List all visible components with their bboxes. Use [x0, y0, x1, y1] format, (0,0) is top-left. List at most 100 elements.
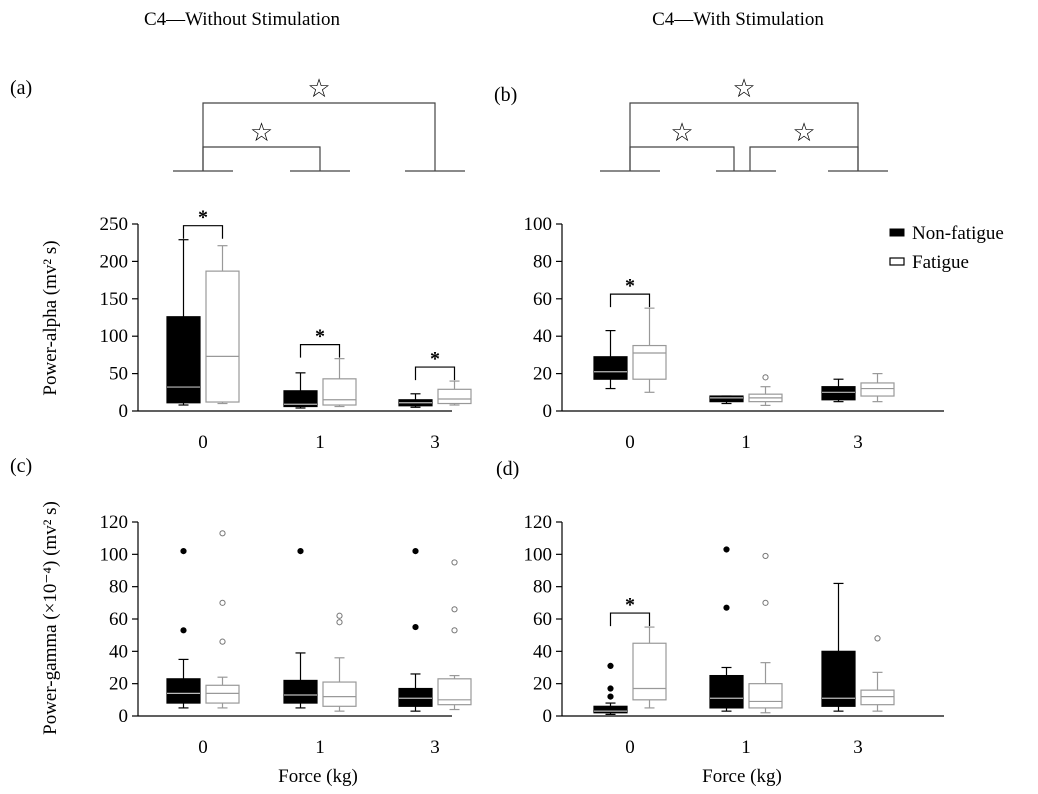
legend-label-fatigue: Fatigue — [912, 252, 969, 273]
nonfatigue-box-0 — [166, 548, 201, 709]
outlier-point — [762, 599, 769, 606]
title-with-stimulation: C4—With Stimulation — [652, 9, 824, 30]
x-tick-label: 0 — [198, 737, 208, 758]
x-tick-label: 1 — [741, 737, 751, 758]
nonfatigue-box-0 — [166, 239, 201, 406]
fatigue-box-0 — [205, 245, 240, 405]
comparison-bracket-1-3 — [749, 146, 859, 171]
comparison-bracket-0-3 — [629, 102, 859, 171]
box-iqr — [283, 390, 318, 408]
fatigue-box-0 — [632, 307, 667, 393]
legend-label-nonfatigue: Non-fatigue — [912, 223, 1004, 244]
fatigue-box-0 — [205, 530, 240, 709]
x-tick-label: 3 — [430, 432, 440, 453]
y-tick-label: 60 — [533, 609, 552, 630]
fatigue-box-3 — [860, 635, 895, 712]
plot-panel-1: 0 50 100 150 200 250 0 1 3 * * * ☆ ☆ — [100, 74, 472, 453]
y-tick-label: 0 — [119, 706, 129, 727]
y-tick-label: 100 — [524, 214, 553, 235]
y-tick-label: 120 — [100, 512, 129, 533]
x-tick-label: 1 — [315, 432, 325, 453]
y-tick-label: 50 — [109, 364, 128, 385]
outlier-point — [607, 685, 614, 692]
fatigue-box-3 — [437, 559, 472, 711]
nonfatigue-box-0 — [593, 662, 628, 715]
comparison-bracket-0-1 — [629, 146, 735, 171]
y-tick-label: 20 — [109, 674, 128, 695]
comparison-bracket-0-1 — [202, 146, 321, 171]
title-without-stimulation: C4—Without Stimulation — [144, 9, 341, 30]
outlier-point — [762, 374, 769, 381]
box-iqr — [322, 378, 357, 406]
x-tick-label: 0 — [625, 432, 635, 453]
box-iqr — [748, 683, 783, 709]
box-iqr — [398, 687, 433, 707]
box-iqr — [632, 642, 667, 701]
panel-label-a: (a) — [10, 77, 32, 99]
outlier-point — [336, 612, 343, 619]
x-tick-label: 3 — [853, 737, 863, 758]
box-iqr — [821, 650, 856, 707]
nonfatigue-box-1 — [709, 395, 744, 405]
nonfatigue-box-3 — [821, 378, 856, 403]
nonfatigue-box-1 — [283, 548, 318, 709]
y-axis-label-gamma: Power-gamma (×10⁻⁴) (mv² s) — [40, 501, 61, 735]
outlier-point — [607, 662, 614, 669]
box-iqr — [437, 388, 472, 405]
box-iqr — [205, 684, 240, 704]
y-tick-label: 250 — [100, 214, 129, 235]
box-iqr — [860, 689, 895, 706]
y-tick-label: 0 — [119, 401, 129, 422]
bracket-star-0-1: ☆ — [250, 118, 273, 147]
box-iqr — [166, 316, 201, 404]
significance-asterisk: * — [625, 275, 635, 297]
legend-swatch-fatigue — [889, 257, 905, 266]
box-iqr — [437, 678, 472, 706]
x-tick-label: 1 — [315, 737, 325, 758]
nonfatigue-box-3 — [398, 393, 433, 408]
legend: Non-fatigue Fatigue — [889, 223, 1004, 273]
outlier-point — [874, 635, 881, 642]
y-tick-label: 0 — [543, 401, 553, 422]
nonfatigue-box-3 — [821, 582, 856, 712]
bracket-star-0-3: ☆ — [732, 74, 755, 103]
comparison-bracket-0-3 — [202, 102, 436, 171]
y-tick-label: 60 — [533, 289, 552, 310]
y-tick-label: 20 — [533, 364, 552, 385]
outlier-point — [219, 638, 226, 645]
significance-bracket — [182, 225, 224, 239]
nonfatigue-box-3 — [398, 548, 433, 712]
significance-asterisk: * — [315, 326, 325, 348]
fatigue-box-0 — [632, 626, 667, 709]
outlier-point — [336, 619, 343, 626]
box-iqr — [709, 395, 744, 403]
nonfatigue-box-1 — [283, 372, 318, 409]
outlier-point — [180, 548, 187, 555]
fatigue-box-1 — [748, 552, 783, 714]
plot-panel-3: 0 20 40 60 80 100 120 0 1 3 — [100, 512, 472, 758]
y-tick-label: 40 — [533, 641, 552, 662]
nonfatigue-box-1 — [709, 546, 744, 712]
legend-swatch-nonfatigue — [889, 228, 905, 237]
box-iqr — [860, 382, 895, 397]
significance-bracket — [609, 293, 651, 308]
x-tick-label: 0 — [625, 737, 635, 758]
y-tick-label: 40 — [109, 641, 128, 662]
bracket-star-0-1: ☆ — [670, 118, 693, 147]
outlier-point — [723, 604, 730, 611]
fatigue-box-1 — [322, 358, 357, 408]
box-iqr — [166, 678, 201, 704]
x-tick-label: 3 — [430, 737, 440, 758]
y-tick-label: 200 — [100, 251, 129, 272]
box-iqr — [709, 674, 744, 709]
outlier-point — [762, 552, 769, 560]
y-tick-label: 20 — [533, 674, 552, 695]
x-tick-label: 1 — [741, 432, 751, 453]
y-tick-label: 80 — [533, 577, 552, 598]
outlier-point — [219, 599, 226, 606]
significance-bracket — [609, 612, 651, 627]
outlier-point — [451, 559, 458, 566]
outlier-point — [219, 530, 226, 537]
